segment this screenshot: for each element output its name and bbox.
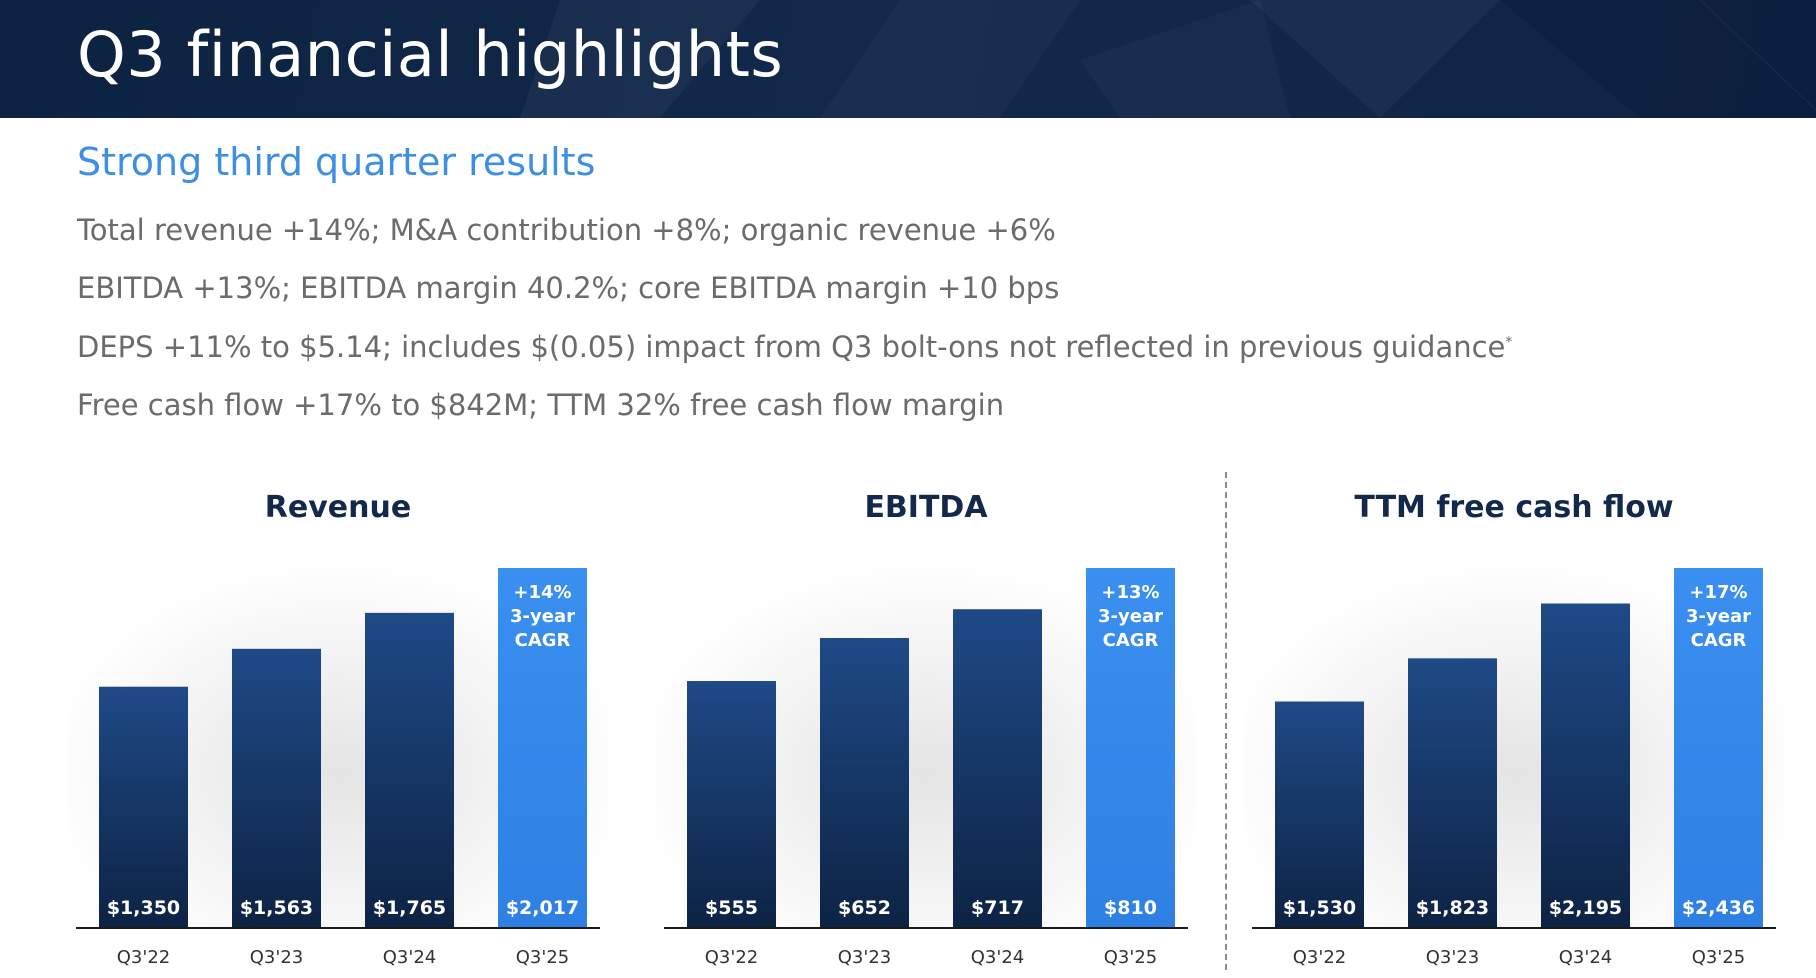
cagr-callout-label: +13% bbox=[1101, 582, 1159, 603]
category-tick-label: Q3'22 bbox=[117, 947, 170, 968]
bar-value-label: $1,765 bbox=[373, 897, 446, 919]
ebitda-chart-title: EBITDA bbox=[864, 490, 988, 525]
ebitda-bar bbox=[953, 609, 1042, 927]
revenue-bar bbox=[365, 612, 454, 927]
ebitda-chart: $555 Q3'22 $652 Q3'23 $717 Q3'24 $810 Q3'25 +13%… bbox=[656, 480, 1196, 978]
bar-value-label: $555 bbox=[705, 897, 758, 919]
category-tick-label: Q3'25 bbox=[1692, 947, 1745, 968]
category-tick-label: Q3'24 bbox=[971, 947, 1024, 968]
bar-value-label: $1,530 bbox=[1283, 897, 1356, 919]
revenue-chart-plot: $1,350 Q3'22 $1,563 Q3'23 $1,765 Q3'24 $2,017 Q… bbox=[68, 540, 608, 968]
revenue-chart: $1,350 Q3'22 $1,563 Q3'23 $1,765 Q3'24 $2,017 Q… bbox=[68, 480, 608, 978]
page-title: Q3 financial highlights bbox=[77, 18, 784, 91]
revenue-chart-title: Revenue bbox=[264, 490, 412, 525]
highlight-line-deps: DEPS +11% to $5.14; includes $(0.05) imp… bbox=[77, 330, 1513, 364]
section-divider bbox=[1225, 472, 1227, 970]
bar-value-label: $2,436 bbox=[1682, 897, 1755, 919]
bar-value-label: $1,823 bbox=[1416, 897, 1489, 919]
footnote-mark: * bbox=[1505, 334, 1513, 351]
category-tick-label: Q3'23 bbox=[838, 947, 891, 968]
category-tick-label: Q3'22 bbox=[1293, 947, 1346, 968]
free-cash-flow-chart: $1,530 Q3'22 $1,823 Q3'23 $2,195 Q3'24 $2,436 Q… bbox=[1244, 480, 1784, 978]
ttm-free-cash-flow-bar bbox=[1275, 701, 1364, 927]
revenue-bar bbox=[232, 648, 321, 927]
highlight-line-ebitda: EBITDA +13%; EBITDA margin 40.2%; core E… bbox=[77, 271, 1060, 305]
ebitda-bar bbox=[687, 681, 776, 927]
category-tick-label: Q3'23 bbox=[1426, 947, 1479, 968]
cagr-callout-label: 3-year bbox=[1686, 606, 1751, 627]
category-tick-label: Q3'24 bbox=[1559, 947, 1612, 968]
bar-value-label: $2,195 bbox=[1549, 897, 1622, 919]
bar-value-label: $1,563 bbox=[240, 897, 313, 919]
cagr-callout-label: 3-year bbox=[1098, 606, 1163, 627]
ttm-free-cash-flow-bar bbox=[1408, 658, 1497, 927]
free-cash-flow-chart-plot: $1,530 Q3'22 $1,823 Q3'23 $2,195 Q3'24 $2,436 Q… bbox=[1244, 540, 1784, 968]
ttm-free-cash-flow-bar bbox=[1541, 603, 1630, 927]
cagr-callout-label: +14% bbox=[513, 582, 571, 603]
cagr-callout-label: 3-year bbox=[510, 606, 575, 627]
bar-value-label: $810 bbox=[1104, 897, 1157, 919]
highlight-line-revenue: Total revenue +14%; M&A contribution +8%… bbox=[77, 213, 1056, 247]
revenue-bar bbox=[99, 686, 188, 927]
cagr-callout-label: CAGR bbox=[1103, 630, 1159, 651]
ebitda-chart-plot: $555 Q3'22 $652 Q3'23 $717 Q3'24 $810 Q3'25 +13%… bbox=[656, 540, 1196, 968]
bar-value-label: $1,350 bbox=[107, 897, 180, 919]
ttm-free-cash-flow-bar bbox=[1674, 568, 1763, 927]
revenue-bar bbox=[498, 568, 587, 927]
ebitda-bar bbox=[1086, 568, 1175, 927]
category-tick-label: Q3'23 bbox=[250, 947, 303, 968]
section-subtitle: Strong third quarter results bbox=[77, 140, 596, 184]
free-cash-flow-chart-title: TTM free cash flow bbox=[1354, 490, 1674, 525]
category-tick-label: Q3'22 bbox=[705, 947, 758, 968]
bar-value-label: $2,017 bbox=[506, 897, 579, 919]
ebitda-bar bbox=[820, 638, 909, 927]
header-pattern bbox=[520, 0, 1816, 118]
header-banner: Q3 financial highlights bbox=[0, 0, 1816, 118]
category-tick-label: Q3'25 bbox=[1104, 947, 1157, 968]
cagr-callout-label: CAGR bbox=[1691, 630, 1747, 651]
highlight-line-free-cash-flow: Free cash flow +17% to $842M; TTM 32% fr… bbox=[77, 388, 1005, 422]
cagr-callout-label: CAGR bbox=[515, 630, 571, 651]
bar-value-label: $717 bbox=[971, 897, 1024, 919]
category-tick-label: Q3'24 bbox=[383, 947, 436, 968]
bar-value-label: $652 bbox=[838, 897, 891, 919]
cagr-callout-label: +17% bbox=[1689, 582, 1747, 603]
category-tick-label: Q3'25 bbox=[516, 947, 569, 968]
